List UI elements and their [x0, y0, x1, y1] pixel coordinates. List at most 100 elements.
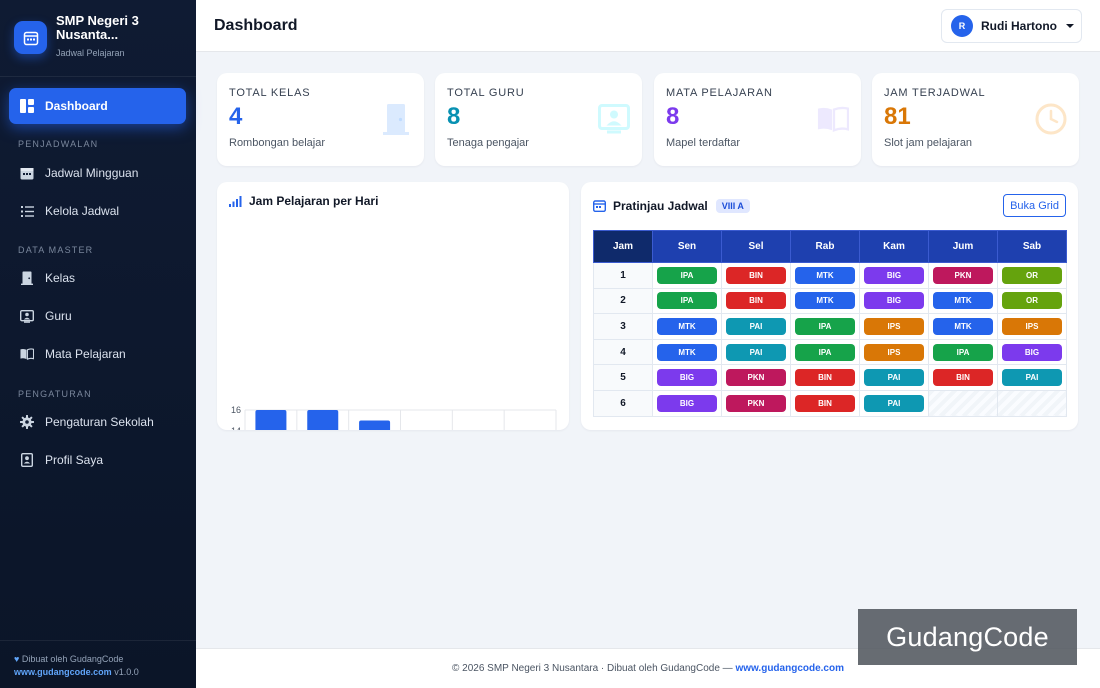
sidebar-item-profil-saya[interactable]: Profil Saya: [9, 444, 186, 476]
sidebar-item-dashboard[interactable]: Dashboard: [9, 88, 186, 124]
subject-pill[interactable]: BIN: [726, 266, 786, 284]
empty-slot-cell: [928, 389, 998, 417]
schedule-cell: IPA: [790, 338, 860, 366]
stat-desc: Mapel terdaftar: [666, 137, 740, 149]
subject-pill[interactable]: IPA: [657, 292, 717, 310]
subject-pill[interactable]: OR: [1002, 292, 1062, 310]
stat-value: 81: [884, 103, 911, 130]
stat-desc: Rombongan belajar: [229, 137, 326, 149]
stat-card-mata-pelajaran: MATA PELAJARAN 8 Mapel terdaftar: [654, 73, 861, 166]
schedule-cell: PAI: [721, 338, 791, 366]
sidebar-item-jadwal-mingguan[interactable]: Jadwal Mingguan: [9, 157, 186, 189]
jam-cell: 3: [593, 313, 653, 340]
schedule-cell: MTK: [928, 287, 998, 315]
version-text: v1.0.0: [114, 667, 139, 677]
subject-pill[interactable]: OR: [1002, 266, 1062, 284]
subject-pill[interactable]: IPS: [864, 343, 924, 361]
user-menu-button[interactable]: R Rudi Hartono: [941, 9, 1082, 43]
stat-card-total-guru: TOTAL GURU 8 Tenaga pengajar: [435, 73, 642, 166]
subject-pill[interactable]: MTK: [657, 343, 717, 361]
y-tick-label: 16: [231, 405, 241, 415]
heart-icon: ♥: [14, 654, 20, 664]
topbar: Dashboard R Rudi Hartono: [196, 0, 1100, 52]
sidebar-item-label: Jadwal Mingguan: [45, 166, 139, 180]
subject-pill[interactable]: IPS: [1002, 317, 1062, 335]
app-subtitle: Jadwal Pelajaran: [56, 48, 125, 58]
section-penjadwalan: PENJADWALAN: [18, 139, 99, 149]
sidebar-item-pengaturan-sekolah[interactable]: Pengaturan Sekolah: [9, 406, 186, 438]
schedule-cell: PKN: [928, 262, 998, 289]
table-row: 6 BIG PKN BIN PAI: [593, 389, 1067, 417]
schedule-cell: IPS: [997, 313, 1067, 340]
sidebar-item-label: Pengaturan Sekolah: [45, 415, 154, 429]
schedule-cell: BIG: [859, 287, 929, 315]
subject-pill[interactable]: IPS: [864, 317, 924, 335]
brand: SMP Negeri 3 Nusanta... Jadwal Pelajaran: [0, 0, 196, 77]
schedule-cell: BIN: [721, 287, 791, 315]
stat-card-jam-terjadwal: JAM TERJADWAL 81 Slot jam pelajaran: [872, 73, 1079, 166]
subject-pill[interactable]: IPA: [795, 343, 855, 361]
sidebar-item-label: Mata Pelajaran: [45, 347, 126, 361]
subject-pill[interactable]: BIN: [726, 292, 786, 310]
schedule-title: Pratinjau Jadwal: [613, 199, 708, 213]
subject-pill[interactable]: BIG: [657, 394, 717, 412]
subject-pill[interactable]: PAI: [864, 394, 924, 412]
sidebar-item-kelas[interactable]: Kelas: [9, 262, 186, 294]
bar-chart: 0246810121416SeninSelasaRabuKamisJumatSa…: [231, 405, 557, 430]
subject-pill[interactable]: MTK: [933, 317, 993, 335]
subject-pill[interactable]: BIN: [933, 369, 993, 387]
subject-pill[interactable]: PAI: [1002, 369, 1062, 387]
subject-pill[interactable]: BIG: [864, 266, 924, 284]
subject-pill[interactable]: BIN: [795, 394, 855, 412]
schedule-cell: IPS: [859, 338, 929, 366]
schedule-cell: MTK: [652, 338, 722, 366]
subject-pill[interactable]: BIG: [657, 369, 717, 387]
schedule-cell: BIG: [997, 338, 1067, 366]
stat-value: 4: [229, 103, 243, 130]
schedule-cell: PAI: [859, 389, 929, 417]
open-grid-button[interactable]: Buka Grid: [1003, 194, 1066, 217]
schedule-cell: MTK: [790, 262, 860, 289]
door-icon: [380, 103, 412, 135]
door-icon: [20, 271, 34, 285]
sidebar-item-mata-pelajaran[interactable]: Mata Pelajaran: [9, 338, 186, 370]
schedule-cell: PAI: [721, 313, 791, 340]
schedule-cell: IPS: [859, 313, 929, 340]
subject-pill[interactable]: PAI: [726, 317, 786, 335]
schedule-panel-title: Pratinjau Jadwal VIII A: [593, 199, 750, 213]
sidebar-item-label: Guru: [45, 309, 72, 323]
footer-link[interactable]: www.gudangcode.com: [14, 667, 112, 677]
subject-pill[interactable]: BIG: [1002, 343, 1062, 361]
chevron-down-icon: [1066, 24, 1074, 28]
table-row: 3 MTK PAI IPA IPS MTK IPS: [593, 313, 1067, 340]
watermark: GudangCode: [858, 609, 1077, 665]
bar-chart-icon: [229, 194, 243, 208]
subject-pill[interactable]: MTK: [795, 266, 855, 284]
school-name: SMP Negeri 3 Nusanta...: [56, 13, 139, 42]
subject-pill[interactable]: PKN: [726, 394, 786, 412]
subject-pill[interactable]: PAI: [726, 343, 786, 361]
column-header-sen: Sen: [652, 230, 722, 263]
schedule-cell: BIG: [859, 262, 929, 289]
footer-link[interactable]: www.gudangcode.com: [735, 663, 844, 674]
subject-pill[interactable]: PKN: [726, 369, 786, 387]
sidebar-item-kelola-jadwal[interactable]: Kelola Jadwal: [9, 195, 186, 227]
subject-pill[interactable]: IPA: [657, 266, 717, 284]
subject-pill[interactable]: PKN: [933, 266, 993, 284]
schedule-cell: MTK: [652, 313, 722, 340]
stat-desc: Slot jam pelajaran: [884, 137, 973, 149]
subject-pill[interactable]: IPA: [933, 343, 993, 361]
subject-pill[interactable]: IPA: [795, 317, 855, 335]
subject-pill[interactable]: MTK: [795, 292, 855, 310]
subject-pill[interactable]: PAI: [864, 369, 924, 387]
subject-pill[interactable]: BIN: [795, 369, 855, 387]
schedule-cell: PKN: [721, 389, 791, 417]
subject-pill[interactable]: MTK: [657, 317, 717, 335]
schedule-cell: BIN: [790, 364, 860, 391]
dashboard-icon: [20, 99, 34, 113]
subject-pill[interactable]: MTK: [933, 292, 993, 310]
subject-pill[interactable]: BIG: [864, 292, 924, 310]
stat-label: MATA PELAJARAN: [666, 87, 773, 99]
sidebar-footer: ♥ Dibuat oleh GudangCode www.gudangcode.…: [0, 640, 196, 688]
sidebar-item-guru[interactable]: Guru: [9, 300, 186, 332]
